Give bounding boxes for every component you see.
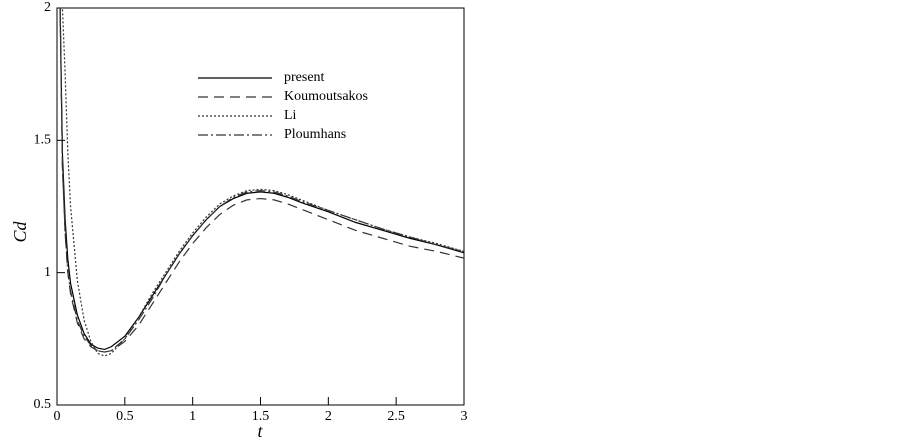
data-line	[61, 8, 464, 357]
x-tick-label: 1	[189, 409, 196, 424]
plot-lines	[59, 8, 464, 357]
x-axis-label: t	[257, 421, 263, 440]
y-axis-label: Cd	[10, 221, 30, 243]
data-line	[59, 8, 464, 351]
x-tick-label: 3	[461, 409, 468, 424]
y-tick-label: 1	[44, 265, 51, 280]
x-tick-label: 0	[54, 409, 61, 424]
x-tick-label: 2.5	[387, 409, 405, 424]
data-line	[59, 8, 464, 353]
y-tick-label: 0.5	[34, 397, 52, 412]
x-tick-label: 0.5	[116, 409, 134, 424]
legend-label: Ploumhans	[284, 127, 346, 142]
data-line	[59, 8, 464, 353]
y-tick-label: 1.5	[34, 133, 52, 148]
legend-label: present	[284, 70, 325, 85]
x-tick-label: 1.5	[252, 409, 270, 424]
legend-label: Koumoutsakos	[284, 89, 368, 104]
y-tick-label: 2	[44, 0, 51, 15]
x-tick-label: 2	[325, 409, 332, 424]
legend-label: Li	[284, 108, 297, 123]
